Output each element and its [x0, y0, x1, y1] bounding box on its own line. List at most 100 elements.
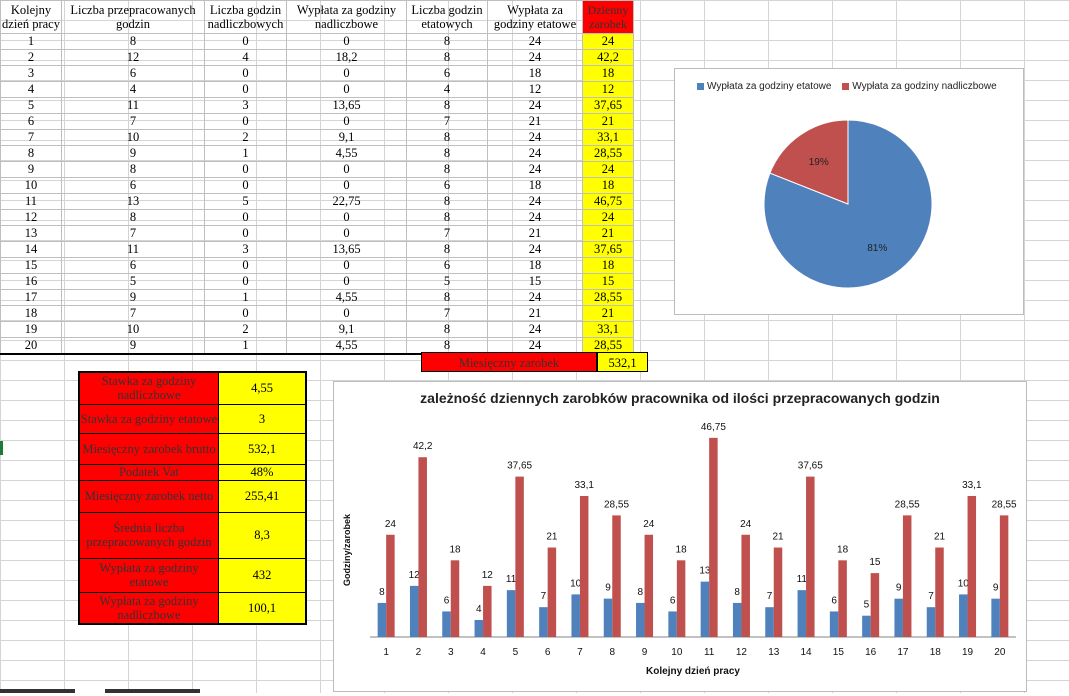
cell-regular-pay[interactable]: 24 — [487, 129, 583, 146]
cell-day[interactable]: 8 — [0, 145, 62, 162]
cell-overtime-pay[interactable]: 4,55 — [286, 145, 407, 162]
cell-hours[interactable]: 7 — [61, 225, 205, 242]
cell-overtime-pay[interactable]: 0 — [286, 225, 407, 242]
cell-daily-earnings[interactable]: 24 — [582, 33, 634, 50]
cell-regular-pay[interactable]: 24 — [487, 209, 583, 226]
cell-overtime[interactable]: 1 — [204, 289, 287, 306]
cell-day[interactable]: 20 — [0, 337, 62, 355]
cell-overtime-pay[interactable]: 0 — [286, 161, 407, 178]
cell-daily-earnings[interactable]: 24 — [582, 209, 634, 226]
cell-regular[interactable]: 7 — [406, 305, 488, 322]
monthly-earnings-label[interactable]: Miesięczny zarobek — [421, 352, 597, 372]
cell-hours[interactable]: 8 — [61, 33, 205, 50]
cell-overtime[interactable]: 0 — [204, 81, 287, 98]
cell-day[interactable]: 10 — [0, 177, 62, 194]
cell-overtime-pay[interactable]: 0 — [286, 177, 407, 194]
cell-overtime[interactable]: 5 — [204, 193, 287, 210]
cell-overtime-pay[interactable]: 9,1 — [286, 321, 407, 338]
bar-chart[interactable]: zależność dziennych zarobków pracownika … — [333, 381, 1027, 692]
cell-overtime-pay[interactable]: 0 — [286, 257, 407, 274]
cell-day[interactable]: 3 — [0, 65, 62, 82]
summary-label[interactable]: Podatek Vat — [78, 463, 219, 481]
cell-regular[interactable]: 6 — [406, 257, 488, 274]
cell-hours[interactable]: 5 — [61, 273, 205, 290]
cell-daily-earnings[interactable]: 28,55 — [582, 145, 634, 162]
cell-overtime[interactable]: 3 — [204, 97, 287, 114]
cell-overtime[interactable]: 4 — [204, 49, 287, 66]
cell-overtime-pay[interactable]: 0 — [286, 273, 407, 290]
cell-regular-pay[interactable]: 21 — [487, 305, 583, 322]
cell-regular[interactable]: 8 — [406, 209, 488, 226]
cell-day[interactable]: 6 — [0, 113, 62, 130]
header-hours[interactable]: Liczba przepracowanych godzin — [61, 0, 205, 34]
monthly-earnings-value[interactable]: 532,1 — [597, 352, 648, 372]
cell-daily-earnings[interactable]: 21 — [582, 225, 634, 242]
summary-value[interactable]: 48% — [218, 463, 307, 481]
cell-overtime-pay[interactable]: 0 — [286, 81, 407, 98]
cell-day[interactable]: 16 — [0, 273, 62, 290]
cell-hours[interactable]: 12 — [61, 49, 205, 66]
cell-day[interactable]: 13 — [0, 225, 62, 242]
cell-day[interactable]: 7 — [0, 129, 62, 146]
cell-hours[interactable]: 8 — [61, 161, 205, 178]
cell-overtime-pay[interactable]: 22,75 — [286, 193, 407, 210]
header-regular[interactable]: Liczba godzin etatowych — [406, 0, 488, 34]
cell-daily-earnings[interactable]: 21 — [582, 113, 634, 130]
cell-hours[interactable]: 11 — [61, 97, 205, 114]
cell-overtime[interactable]: 0 — [204, 225, 287, 242]
cell-overtime[interactable]: 0 — [204, 161, 287, 178]
cell-regular[interactable]: 8 — [406, 49, 488, 66]
cell-regular-pay[interactable]: 24 — [487, 49, 583, 66]
cell-overtime[interactable]: 1 — [204, 145, 287, 162]
cell-regular-pay[interactable]: 12 — [487, 81, 583, 98]
cell-overtime[interactable]: 0 — [204, 33, 287, 50]
cell-daily-earnings[interactable]: 37,65 — [582, 97, 634, 114]
cell-day[interactable]: 5 — [0, 97, 62, 114]
cell-hours[interactable]: 6 — [61, 177, 205, 194]
cell-hours[interactable]: 9 — [61, 337, 205, 355]
cell-overtime-pay[interactable]: 13,65 — [286, 241, 407, 258]
summary-value[interactable]: 432 — [218, 557, 307, 593]
summary-label[interactable]: Miesięczny zarobek brutto — [78, 432, 219, 465]
cell-regular-pay[interactable]: 24 — [487, 33, 583, 50]
cell-overtime[interactable]: 0 — [204, 305, 287, 322]
cell-regular[interactable]: 8 — [406, 33, 488, 50]
cell-day[interactable]: 2 — [0, 49, 62, 66]
cell-hours[interactable]: 7 — [61, 305, 205, 322]
cell-overtime[interactable]: 0 — [204, 209, 287, 226]
cell-regular-pay[interactable]: 24 — [487, 145, 583, 162]
header-daily-earnings[interactable]: Dzienny zarobek — [582, 0, 634, 34]
summary-label[interactable]: Średnia liczba przepracowanych godzin — [78, 511, 219, 559]
cell-daily-earnings[interactable]: 28,55 — [582, 289, 634, 306]
cell-regular-pay[interactable]: 24 — [487, 193, 583, 210]
cell-hours[interactable]: 9 — [61, 145, 205, 162]
cell-daily-earnings[interactable]: 15 — [582, 273, 634, 290]
cell-regular-pay[interactable]: 21 — [487, 113, 583, 130]
cell-regular[interactable]: 8 — [406, 97, 488, 114]
cell-regular[interactable]: 8 — [406, 321, 488, 338]
cell-hours[interactable]: 4 — [61, 81, 205, 98]
cell-overtime[interactable]: 2 — [204, 321, 287, 338]
cell-hours[interactable]: 10 — [61, 321, 205, 338]
cell-daily-earnings[interactable]: 33,1 — [582, 321, 634, 338]
cell-overtime[interactable]: 0 — [204, 113, 287, 130]
cell-regular[interactable]: 8 — [406, 193, 488, 210]
cell-daily-earnings[interactable]: 18 — [582, 177, 634, 194]
summary-value[interactable]: 532,1 — [218, 432, 307, 465]
cell-regular[interactable]: 8 — [406, 129, 488, 146]
cell-day[interactable]: 15 — [0, 257, 62, 274]
cell-day[interactable]: 17 — [0, 289, 62, 306]
cell-overtime-pay[interactable]: 0 — [286, 305, 407, 322]
cell-overtime[interactable]: 0 — [204, 273, 287, 290]
cell-regular[interactable]: 4 — [406, 81, 488, 98]
cell-regular[interactable]: 8 — [406, 289, 488, 306]
header-overtime-pay[interactable]: Wypłata za godziny nadliczbowe — [286, 0, 407, 34]
summary-value[interactable]: 255,41 — [218, 479, 307, 513]
cell-regular-pay[interactable]: 21 — [487, 225, 583, 242]
summary-label[interactable]: Stawka za godziny etatowe — [78, 403, 219, 434]
cell-overtime[interactable]: 3 — [204, 241, 287, 258]
cell-overtime[interactable]: 2 — [204, 129, 287, 146]
summary-value[interactable]: 3 — [218, 403, 307, 434]
pie-chart[interactable]: Wypłata za godziny etatowe Wypłata za go… — [674, 68, 1024, 315]
cell-day[interactable]: 11 — [0, 193, 62, 210]
